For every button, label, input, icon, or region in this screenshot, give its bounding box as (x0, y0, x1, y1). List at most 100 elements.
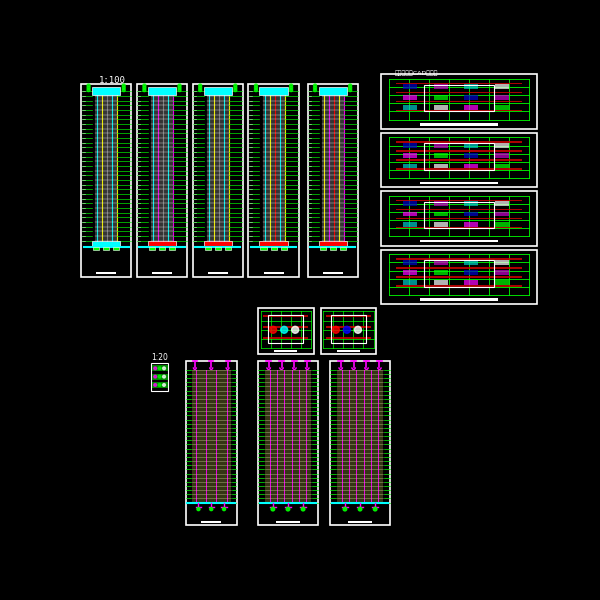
Bar (185, 361, 237, 525)
Bar (403, 105, 417, 110)
Bar (496, 201, 509, 206)
Bar (434, 222, 448, 227)
Circle shape (301, 508, 305, 511)
Bar (263, 315, 308, 317)
Circle shape (87, 84, 90, 87)
Bar (403, 222, 417, 227)
Bar (403, 201, 417, 206)
Bar (396, 110, 522, 112)
Circle shape (122, 84, 125, 87)
Bar (326, 337, 371, 340)
Bar (203, 88, 232, 95)
Circle shape (154, 367, 157, 370)
Bar (464, 222, 478, 227)
Bar (320, 247, 326, 250)
Bar (434, 85, 448, 89)
Bar (496, 280, 509, 286)
Bar (151, 363, 169, 391)
Circle shape (158, 375, 161, 378)
Bar (396, 200, 522, 201)
Bar (496, 105, 509, 110)
Bar (420, 240, 498, 242)
Circle shape (122, 86, 125, 89)
Circle shape (158, 367, 161, 370)
Circle shape (234, 84, 237, 87)
Circle shape (154, 383, 157, 386)
Bar (381, 250, 537, 304)
Bar (464, 143, 478, 148)
Bar (464, 95, 478, 100)
Bar (258, 361, 318, 525)
Bar (152, 272, 172, 274)
Bar (93, 247, 99, 250)
Bar (403, 143, 417, 148)
Circle shape (87, 89, 90, 92)
Bar (96, 272, 116, 274)
Circle shape (286, 508, 290, 511)
Bar (326, 315, 371, 317)
Bar (149, 247, 155, 250)
Circle shape (178, 84, 181, 87)
Circle shape (314, 86, 317, 89)
Bar (203, 241, 232, 245)
Bar (329, 247, 335, 250)
Circle shape (314, 89, 317, 92)
Bar (326, 326, 371, 328)
Bar (403, 164, 417, 169)
Bar (308, 83, 358, 277)
Bar (260, 247, 266, 250)
Circle shape (143, 86, 146, 89)
Circle shape (210, 508, 213, 511)
Bar (434, 95, 448, 100)
Circle shape (349, 89, 352, 92)
Bar (403, 270, 417, 275)
Bar (319, 88, 347, 95)
Circle shape (343, 508, 347, 511)
Bar (348, 521, 372, 523)
Bar (396, 227, 522, 228)
Bar (95, 91, 117, 241)
Circle shape (254, 84, 257, 87)
Bar (263, 326, 308, 328)
Bar (403, 260, 417, 265)
Bar (323, 272, 343, 274)
Bar (225, 247, 231, 250)
Bar (396, 92, 522, 94)
Bar (420, 123, 498, 125)
Bar (396, 218, 522, 219)
Bar (340, 247, 346, 250)
Bar (259, 241, 287, 245)
Circle shape (271, 508, 275, 511)
Text: 1:100: 1:100 (99, 76, 125, 85)
Circle shape (254, 86, 257, 89)
Bar (396, 142, 522, 143)
Circle shape (358, 508, 362, 511)
Bar (496, 143, 509, 148)
Bar (337, 350, 359, 352)
Circle shape (314, 84, 317, 87)
Bar (496, 270, 509, 275)
Circle shape (332, 326, 340, 333)
Circle shape (199, 84, 202, 87)
Bar (396, 268, 522, 269)
Circle shape (290, 89, 293, 92)
Bar (92, 241, 120, 245)
Circle shape (199, 86, 202, 89)
Bar (396, 151, 522, 152)
Bar (464, 212, 478, 217)
Bar (464, 153, 478, 158)
Bar (424, 260, 494, 287)
Bar (207, 91, 229, 241)
Bar (403, 95, 417, 100)
Bar (276, 521, 300, 523)
Circle shape (349, 86, 352, 89)
Bar (496, 164, 509, 169)
Bar (381, 133, 537, 187)
Bar (193, 83, 243, 277)
Bar (496, 95, 509, 100)
Bar (271, 247, 277, 250)
Bar (434, 260, 448, 265)
Bar (464, 270, 478, 275)
Bar (424, 85, 494, 112)
Bar (322, 91, 344, 241)
